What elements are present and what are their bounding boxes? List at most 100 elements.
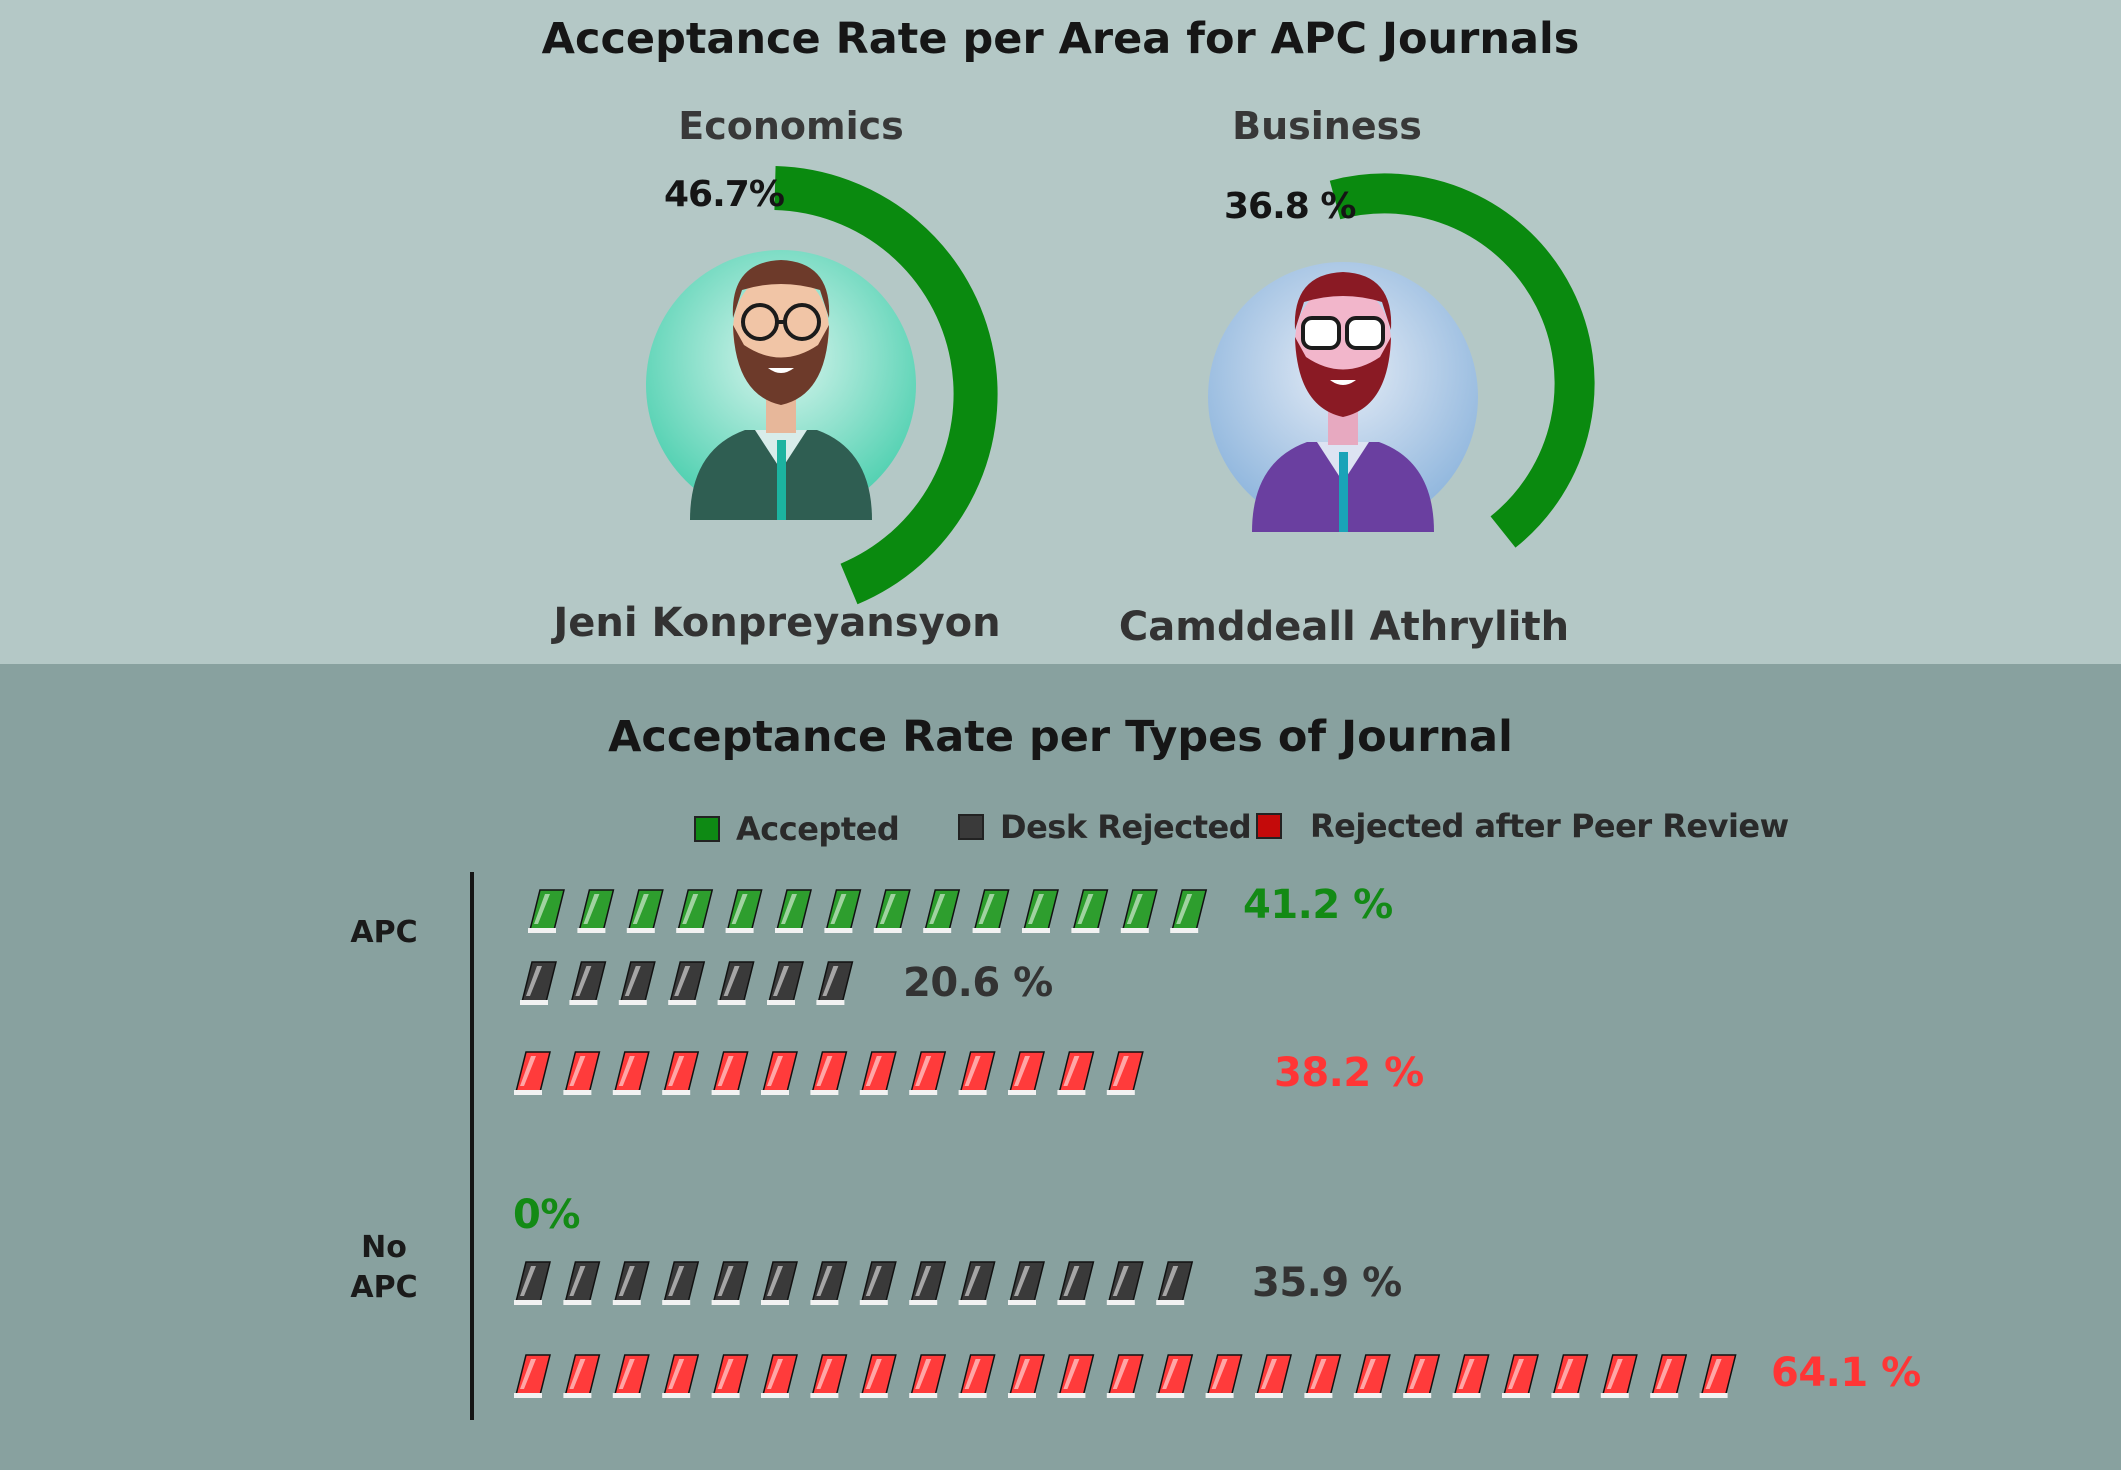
icon-no-apc-rejected-after-peer-review — [563, 1354, 601, 1398]
icon-apc-desk-rejected — [668, 961, 706, 1005]
icon-apc-accepted — [577, 889, 615, 933]
icon-no-apc-desk-rejected — [761, 1261, 798, 1305]
icon-apc-accepted — [1071, 889, 1109, 933]
legend-swatch-peer-rejected — [1256, 813, 1282, 839]
icon-apc-desk-rejected — [816, 961, 854, 1005]
icon-no-apc-rejected-after-peer-review — [909, 1354, 947, 1398]
icon-no-apc-desk-rejected — [1106, 1261, 1144, 1305]
icon-apc-accepted — [676, 889, 714, 933]
icon-apc-rejected-after-peer-review — [810, 1051, 848, 1095]
icon-apc-rejected-after-peer-review — [1008, 1051, 1045, 1095]
area-pct-economics: 46.7% — [664, 174, 785, 215]
icon-no-apc-desk-rejected — [711, 1261, 749, 1305]
icon-apc-accepted — [972, 889, 1010, 933]
icon-apc-rejected-after-peer-review — [514, 1051, 551, 1095]
icon-apc-accepted — [528, 889, 565, 933]
icon-apc-accepted — [725, 889, 763, 933]
icon-no-apc-rejected-after-peer-review — [1156, 1354, 1194, 1398]
value-label-apc-accepted: 41.2 % — [1243, 882, 1393, 928]
icon-no-apc-rejected-after-peer-review — [1699, 1354, 1737, 1398]
economics-avatar — [646, 250, 916, 520]
business-avatar — [1208, 262, 1478, 532]
icon-no-apc-desk-rejected — [1008, 1261, 1045, 1305]
icon-apc-desk-rejected — [520, 961, 557, 1005]
legend-label-accepted: Accepted — [736, 810, 900, 848]
icon-no-apc-rejected-after-peer-review — [1403, 1354, 1441, 1398]
icon-apc-rejected-after-peer-review — [909, 1051, 947, 1095]
y-axis-line — [470, 872, 474, 1420]
icon-no-apc-desk-rejected — [514, 1261, 551, 1305]
icon-apc-accepted — [775, 889, 812, 933]
icon-apc-accepted — [626, 889, 664, 933]
icon-no-apc-rejected-after-peer-review — [1106, 1354, 1144, 1398]
icon-apc-desk-rejected — [717, 961, 755, 1005]
area-pct-business: 36.8 % — [1224, 186, 1356, 227]
person-name-business: Camddeall Athrylith — [1118, 604, 1570, 650]
icon-no-apc-rejected-after-peer-review — [1304, 1354, 1342, 1398]
value-label-noapc-desk-rejected: 35.9 % — [1252, 1260, 1402, 1306]
row-label-no-apc-line1: No — [361, 1230, 407, 1265]
icon-no-apc-desk-rejected — [612, 1261, 650, 1305]
icon-no-apc-rejected-after-peer-review — [514, 1354, 551, 1398]
icon-no-apc-rejected-after-peer-review — [1452, 1354, 1490, 1398]
icon-apc-rejected-after-peer-review — [859, 1051, 897, 1095]
icon-no-apc-desk-rejected — [810, 1261, 848, 1305]
icon-no-apc-rejected-after-peer-review — [1255, 1354, 1292, 1398]
icon-apc-accepted — [1022, 889, 1059, 933]
icon-no-apc-rejected-after-peer-review — [859, 1354, 897, 1398]
icon-apc-desk-rejected — [618, 961, 656, 1005]
economics-gauge-arc — [774, 166, 998, 605]
icon-apc-rejected-after-peer-review — [711, 1051, 749, 1095]
icon-no-apc-rejected-after-peer-review — [810, 1354, 848, 1398]
icon-no-apc-rejected-after-peer-review — [1205, 1354, 1243, 1398]
icon-no-apc-rejected-after-peer-review — [612, 1354, 650, 1398]
icon-apc-rejected-after-peer-review — [612, 1051, 650, 1095]
icon-apc-desk-rejected — [569, 961, 607, 1005]
icon-no-apc-rejected-after-peer-review — [1008, 1354, 1045, 1398]
icon-apc-accepted — [1170, 889, 1208, 933]
icon-no-apc-desk-rejected — [909, 1261, 947, 1305]
icon-no-apc-rejected-after-peer-review — [1353, 1354, 1391, 1398]
icon-no-apc-rejected-after-peer-review — [711, 1354, 749, 1398]
legend-swatch-accepted — [694, 816, 720, 842]
icon-apc-rejected-after-peer-review — [958, 1051, 996, 1095]
top-chart-title: Acceptance Rate per Area for APC Journal… — [541, 14, 1580, 64]
icon-no-apc-rejected-after-peer-review — [761, 1354, 798, 1398]
bottom-panel — [0, 664, 2121, 1470]
legend-accepted: Accepted — [694, 810, 900, 848]
top-panel — [0, 0, 2121, 664]
icon-no-apc-desk-rejected — [859, 1261, 897, 1305]
icon-apc-rejected-after-peer-review — [1106, 1051, 1144, 1095]
icon-apc-accepted — [1120, 889, 1158, 933]
icon-no-apc-desk-rejected — [563, 1261, 601, 1305]
icon-no-apc-rejected-after-peer-review — [1551, 1354, 1589, 1398]
area-gauges — [646, 166, 1595, 605]
icon-apc-accepted — [824, 889, 862, 933]
icon-apc-rejected-after-peer-review — [761, 1051, 798, 1095]
bottom-chart-title: Acceptance Rate per Types of Journal — [608, 712, 1513, 762]
icon-apc-accepted — [923, 889, 961, 933]
value-label-noapc-peer-rejected: 64.1 % — [1771, 1350, 1921, 1396]
icon-no-apc-desk-rejected — [1156, 1261, 1194, 1305]
icon-no-apc-rejected-after-peer-review — [1600, 1354, 1638, 1398]
icon-no-apc-rejected-after-peer-review — [1502, 1354, 1539, 1398]
icon-no-apc-rejected-after-peer-review — [1650, 1354, 1688, 1398]
icon-no-apc-desk-rejected — [662, 1261, 700, 1305]
icon-apc-desk-rejected — [767, 961, 804, 1005]
icon-no-apc-rejected-after-peer-review — [1057, 1354, 1095, 1398]
icon-no-apc-rejected-after-peer-review — [662, 1354, 700, 1398]
icon-no-apc-desk-rejected — [1057, 1261, 1095, 1305]
business-gauge-arc — [1329, 173, 1595, 548]
person-name-economics: Jeni Konpreyansyon — [553, 600, 1001, 646]
row-label-no-apc-line2: APC — [350, 1270, 418, 1305]
icon-apc-rejected-after-peer-review — [563, 1051, 601, 1095]
area-label-business: Business — [1232, 104, 1422, 148]
value-label-apc-peer-rejected: 38.2 % — [1274, 1050, 1424, 1096]
row-label-apc: APC — [350, 915, 418, 950]
area-label-economics: Economics — [678, 104, 904, 148]
value-label-apc-desk-rejected: 20.6 % — [903, 960, 1053, 1006]
legend-label-peer-rejected: Rejected after Peer Review — [1310, 807, 1789, 845]
legend-peer-rejected: Rejected after Peer Review — [1256, 807, 1789, 845]
icon-apc-accepted — [873, 889, 911, 933]
